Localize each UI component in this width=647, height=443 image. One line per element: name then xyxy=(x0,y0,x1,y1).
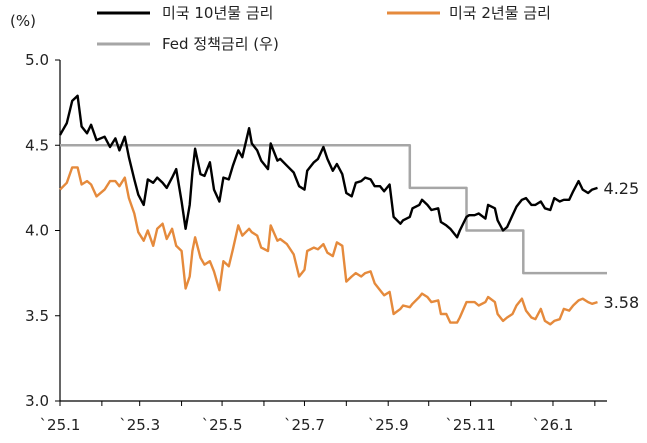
y-axis-unit: (%) xyxy=(10,12,36,30)
x-tick-label: `25.5 xyxy=(202,416,243,434)
label-layer: 4.25 3.58 xyxy=(604,179,640,312)
legend-label-0: 미국 10년물 금리 xyxy=(162,4,273,22)
series-layer xyxy=(58,94,607,326)
y-tick-label: 3.5 xyxy=(25,307,49,325)
axes: 5.0 4.5 4.0 3.5 3.0 `25.1 `25.3 `25.5 `25.7 `25.9… xyxy=(25,51,607,434)
x-tick-label: `26.1 xyxy=(533,416,574,434)
y-tick-label: 5.0 xyxy=(25,51,49,69)
y-tick-label: 4.0 xyxy=(25,222,49,240)
end-value-label-1: 3.58 xyxy=(604,293,640,312)
end-value-label-0: 4.25 xyxy=(604,179,640,198)
x-tick-label: `25.3 xyxy=(119,416,160,434)
x-tick-label: `25.7 xyxy=(284,416,325,434)
y-tick-label: 3.0 xyxy=(25,392,49,410)
legend-label-1: 미국 2년물 금리 xyxy=(449,4,551,22)
x-tick-label: `25.1 xyxy=(40,416,81,434)
series-line-1 xyxy=(59,166,598,326)
series-line-0 xyxy=(58,94,598,239)
series-line-2 xyxy=(60,144,607,275)
legend-label-2: Fed 정책금리 (우) xyxy=(162,35,279,53)
x-tick-label: `25.9 xyxy=(368,416,409,434)
y-tick-label: 4.5 xyxy=(25,136,49,154)
legend: 미국 10년물 금리 미국 2년물 금리 Fed 정책금리 (우) xyxy=(97,4,551,53)
x-tick-label: `25.11 xyxy=(445,416,495,434)
